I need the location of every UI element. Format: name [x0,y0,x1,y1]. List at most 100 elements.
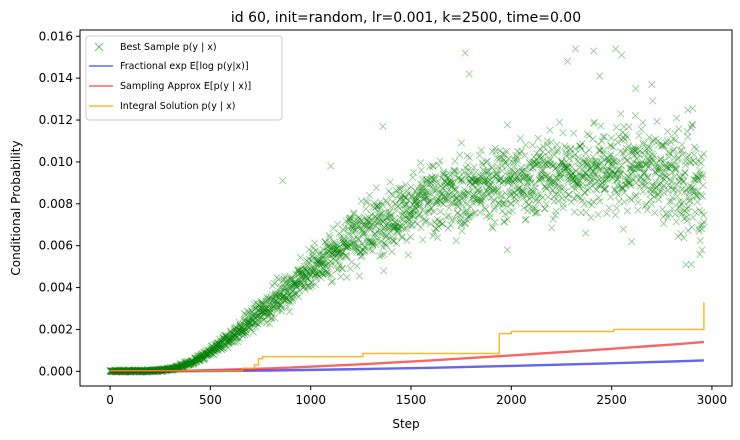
scatter-point [182,360,190,368]
scatter-point [698,192,707,200]
scatter-point [209,350,217,358]
scatter-point [218,344,226,352]
scatter-point [208,342,216,350]
scatter-point [696,237,704,245]
scatter-point [589,47,598,55]
scatter-point [203,350,211,358]
scatter-point [235,330,243,338]
scatter-point [192,358,200,366]
scatter-point [209,346,218,355]
scatter-point [231,330,239,338]
scatter-point [227,333,236,342]
scatter-point [477,146,485,154]
scatter-point [210,345,219,353]
scatter-point [190,356,198,365]
scatter-point [179,362,187,370]
scatter-point [565,190,573,199]
scatter-point [262,297,270,305]
scatter-point [227,334,235,342]
scatter-point [456,151,464,159]
scatter-point [236,326,244,334]
scatter-point [192,357,201,365]
scatter-point [260,305,269,314]
scatter-point [227,331,235,339]
scatter-point [222,333,230,341]
scatter-point [222,341,230,349]
scatter-point [221,335,229,343]
scatter-point [417,166,425,174]
scatter-point [248,316,257,324]
scatter-point [229,333,237,341]
scatter-point [255,311,263,320]
scatter-point [231,338,239,346]
scatter-point [259,307,267,316]
scatter-point [206,348,215,357]
x-axis: 0 500 1000 1500 2000 2500 3000 [106,386,727,407]
scatter-point [254,320,262,329]
scatter-point [222,332,230,340]
scatter-point [210,348,218,356]
scatter-point [684,203,692,211]
scatter-point [239,332,247,340]
scatter-point [219,333,227,341]
scatter-point [465,154,474,162]
scatter-point [544,193,552,201]
scatter-point [392,239,401,247]
scatter-point [205,351,214,359]
scatter-point [198,355,206,363]
scatter-point [253,319,261,327]
scatter-point [179,362,187,370]
scatter-point [240,330,249,339]
scatter-point [213,342,221,350]
x-axis-label: Step [392,417,419,431]
scatter-point [311,239,319,247]
scatter-point [500,218,508,226]
scatter-point [567,198,576,206]
scatter-point [185,358,194,367]
scatter-point [243,307,251,316]
scatter-point [447,221,455,229]
scatter-point [541,205,549,213]
scatter-point [270,279,278,287]
scatter-point [220,334,228,343]
scatter-point [248,314,256,323]
scatter-point [265,320,274,328]
scatter-point [173,362,182,371]
scatter-point [669,135,677,143]
scatter-point [230,331,238,339]
scatter-point [186,360,194,368]
scatter-point [256,313,265,321]
scatter-point [457,139,466,147]
scatter-point [178,361,186,369]
scatter-point [563,57,572,66]
scatter-point [240,317,248,325]
scatter-point [256,305,264,313]
scatter-point [445,169,453,177]
scatter-point [235,326,243,334]
scatter-point [207,344,215,352]
scatter-point [209,346,217,354]
scatter-point [689,104,697,112]
scatter-point [238,327,246,335]
scatter-point [199,355,207,364]
scatter-point [597,122,605,130]
scatter-point [224,335,233,343]
scatter-point [663,127,672,136]
scatter-point [659,219,668,228]
scatter-point [187,358,195,366]
scatter-point [225,339,233,347]
scatter-point [682,260,690,269]
scatter-point [184,360,192,369]
scatter-point [625,123,633,131]
scatter-point [600,133,609,141]
scatter-point [498,167,506,175]
scatter-point [204,346,212,354]
y-axis-label: Conditional Probability [9,140,23,275]
scatter-point [378,251,386,259]
scatter-point [184,361,193,369]
scatter-point [251,304,259,313]
scatter-point [186,359,195,367]
scatter-point [264,297,272,305]
scatter-point [182,358,191,366]
scatter-point [201,354,209,362]
